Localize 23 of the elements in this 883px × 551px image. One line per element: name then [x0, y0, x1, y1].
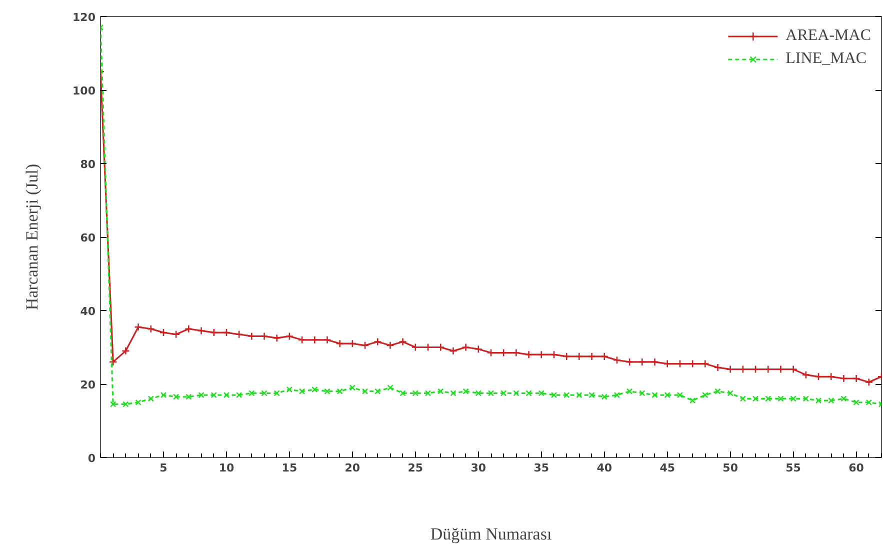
y-tick-label: 80: [80, 158, 96, 171]
x-tick-label: 10: [218, 462, 234, 474]
x-tick-label: 35: [534, 462, 550, 474]
x-tick-label: 30: [470, 462, 486, 474]
x-tick-label: 55: [786, 462, 801, 474]
x-tick-label: 5: [160, 462, 168, 474]
x-tick-label: 60: [848, 462, 864, 474]
x-axis-title: Düğüm Numarası: [430, 524, 552, 544]
y-tick-label: 40: [80, 305, 96, 318]
y-tick-label: 60: [80, 232, 96, 244]
x-tick-label: 45: [660, 462, 676, 474]
x-tick-label: 20: [344, 462, 360, 474]
legend-label: LINE_MAC: [786, 50, 867, 68]
x-tick-label: 15: [282, 462, 298, 474]
x-tick-label: 50: [722, 462, 738, 474]
legend-label: AREA-MAC: [786, 27, 871, 45]
y-tick-label: 20: [80, 378, 96, 392]
x-tick-label: 40: [596, 462, 612, 474]
x-tick-label: 25: [408, 462, 424, 474]
y-axis-title: Harcanan Enerji (Jul): [22, 164, 42, 310]
y-tick-label: 100: [72, 84, 96, 98]
y-tick-label: 120: [72, 11, 96, 24]
y-tick-label: 0: [88, 452, 96, 465]
